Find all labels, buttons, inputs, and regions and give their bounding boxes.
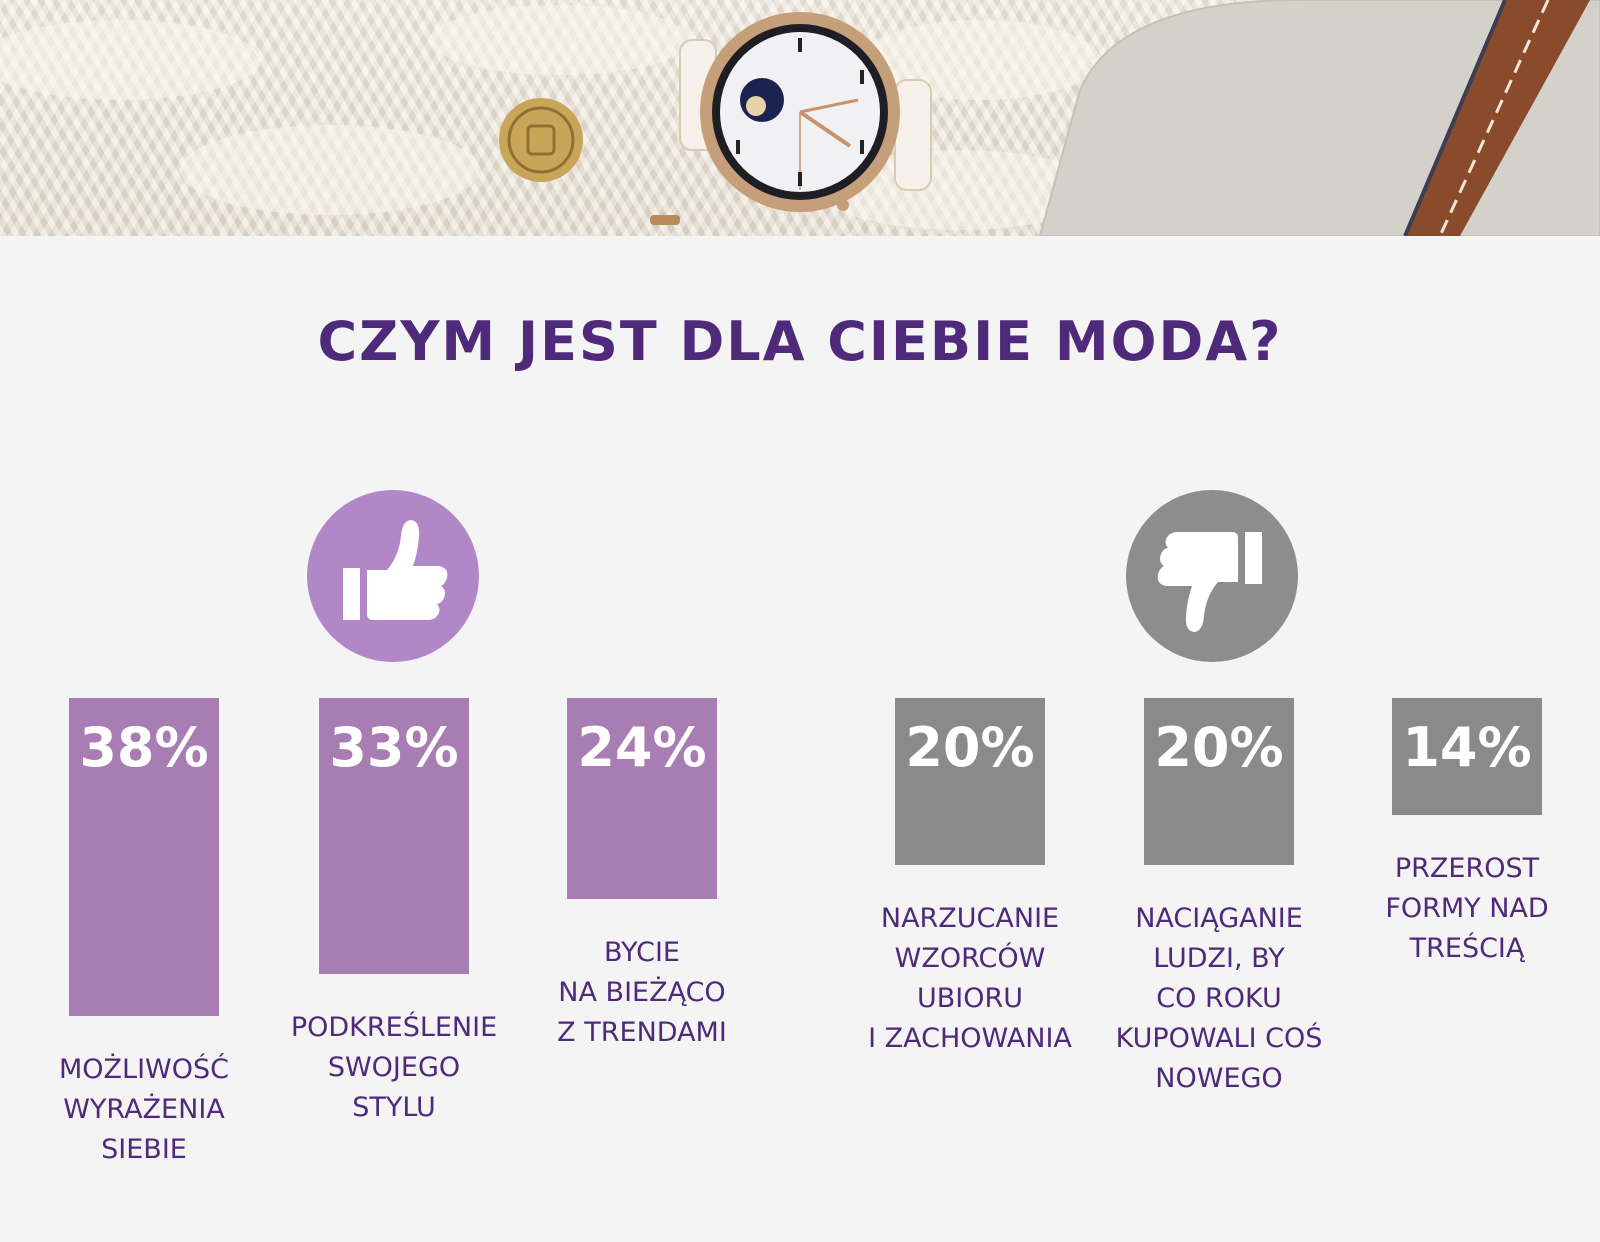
bar-value-label: 14% xyxy=(1402,716,1532,779)
category-label: NARZUCANIE WZORCÓW UBIORU I ZACHOWANIA xyxy=(868,903,1072,1054)
bar-4: 20% xyxy=(895,698,1045,865)
bar-5: 20% xyxy=(1144,698,1294,865)
category-label: PRZEROST FORMY NAD TREŚCIĄ xyxy=(1385,853,1549,964)
bar-value-label: 20% xyxy=(1154,716,1284,779)
category-label: BYCIE NA BIEŻĄCO Z TRENDAMI xyxy=(557,937,727,1048)
positive-badge xyxy=(307,490,479,662)
bar-value-label: 24% xyxy=(577,716,707,779)
bar-value-label: 20% xyxy=(905,716,1035,779)
category-label: MOŻLIWOŚĆ WYRAŻENIA SIEBIE xyxy=(59,1054,229,1165)
bar-6: 14% xyxy=(1392,698,1542,815)
category-label: NACIĄGANIE LUDZI, BY CO ROKU KUPOWALI CO… xyxy=(1115,903,1323,1094)
bar-2: 33% xyxy=(319,698,469,974)
thumbs-down-icon xyxy=(1157,532,1262,632)
bar-value-label: 38% xyxy=(79,716,209,779)
bar-1: 38% xyxy=(69,698,219,1016)
negative-badge xyxy=(1126,490,1298,662)
chart-title: CZYM JEST DLA CIEBIE MODA? xyxy=(317,310,1283,373)
bar-3: 24% xyxy=(567,698,717,899)
bar-value-label: 33% xyxy=(329,716,459,779)
thumbs-up-icon xyxy=(343,520,448,620)
header-photo xyxy=(0,0,1600,236)
category-label: PODKREŚLENIE SWOJEGO STYLU xyxy=(290,1012,498,1123)
banner-illustration xyxy=(0,0,1600,236)
